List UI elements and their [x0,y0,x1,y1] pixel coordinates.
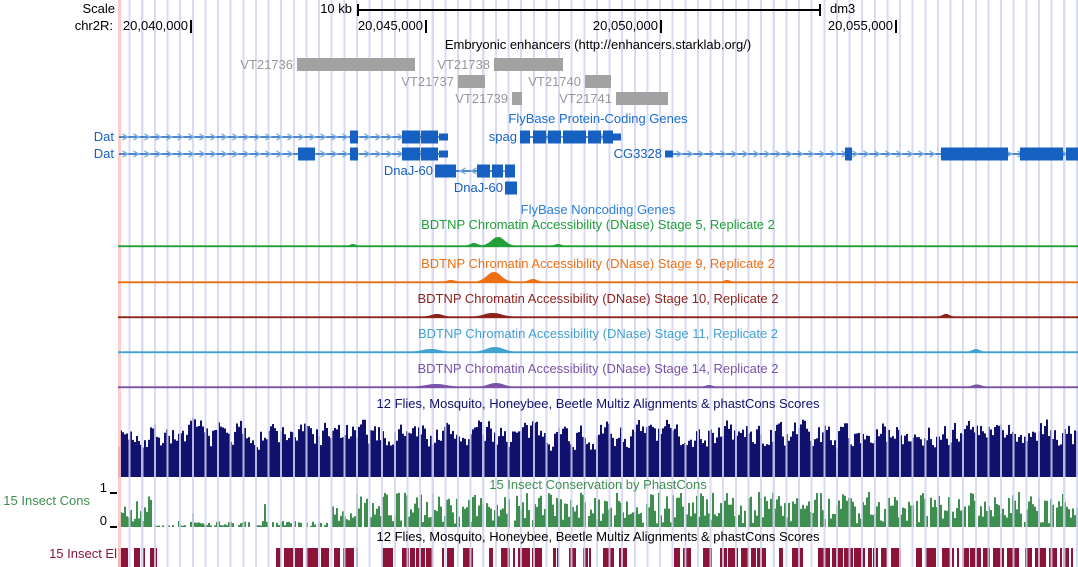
chromosome-label: chr2R: [74,18,113,33]
bdtnp-signal-stage-0[interactable] [118,234,1078,250]
bdtnp-signal-stage-1[interactable] [118,270,1078,286]
coordinate-tick [660,20,662,33]
track-title-phastcons: 15 Insect Conservation by PhastCons [489,477,707,492]
bdtnp-title-stage-3: BDTNP Chromatin Accessibility (DNase) St… [417,326,779,341]
bdtnp-title-stage-1: BDTNP Chromatin Accessibility (DNase) St… [421,256,775,271]
bdtnp-signal-stage-4[interactable] [118,375,1078,391]
enhancer-box-VT21737[interactable] [458,75,485,88]
coordinate-label: 20,040,000 [122,18,188,33]
enhancer-box-VT21738[interactable] [494,58,563,71]
scale-label: Scale [82,1,115,16]
coordinate-label: 20,055,000 [827,18,893,33]
enhancer-box-VT21741[interactable] [616,92,668,105]
scale-bar-right-tick [819,4,821,16]
gene-label-Dat[interactable]: Dat [93,129,114,144]
track-title-multiz-top: 12 Flies, Mosquito, Honeybee, Beetle Mul… [376,396,820,411]
bdtnp-title-stage-2: BDTNP Chromatin Accessibility (DNase) St… [417,291,779,306]
gene-structures[interactable] [118,128,1078,200]
scale-value-label: 10 kb [320,1,352,16]
track-title-flybase-coding: FlyBase Protein-Coding Genes [508,111,688,126]
gene-label-CG3328[interactable]: CG3328 [613,146,662,161]
enhancer-label: VT21736 [240,57,293,72]
enhancer-label: VT21739 [455,91,508,106]
scale-bar [357,9,821,11]
phastcons-axis-min: 0 [99,513,107,528]
coordinate-label: 20,050,000 [592,18,658,33]
enhancer-box-VT21740[interactable] [585,75,611,88]
enhancer-box-VT21739[interactable] [512,92,522,105]
bdtnp-signal-stage-2[interactable] [118,305,1078,321]
gene-label-spag[interactable]: spag [488,129,517,144]
phastcons-histogram-track[interactable] [118,492,1078,527]
track-title-flybase-noncoding: FlyBase Noncoding Genes [520,202,676,217]
enhancer-label: VT21740 [528,74,581,89]
coordinate-tick [190,20,192,33]
enhancer-label: VT21738 [437,57,490,72]
phastcons-left-label: 15 Insect Cons [3,493,90,508]
bdtnp-title-stage-4: BDTNP Chromatin Accessibility (DNase) St… [417,361,779,376]
gene-label-DnaJ-60[interactable]: DnaJ-60 [383,163,433,178]
track-title-embryonic-enhancers: Embryonic enhancers (http://enhancers.st… [444,37,752,52]
scale-bar-left-tick [357,4,359,16]
phastcons-axis-min-tick [110,526,117,528]
insect-elements-left-label: 15 Insect El [49,546,117,561]
bdtnp-signal-stage-3[interactable] [118,340,1078,356]
insect-elements-track[interactable] [118,548,1078,567]
assembly-label: dm3 [830,1,856,16]
coordinate-label: 20,045,000 [357,18,423,33]
enhancer-label: VT21741 [559,91,612,106]
enhancer-box-VT21736[interactable] [297,58,415,71]
track-title-multiz-bottom: 12 Flies, Mosquito, Honeybee, Beetle Mul… [376,529,820,544]
gene-label-Dat[interactable]: Dat [93,146,114,161]
coordinate-tick [895,20,897,33]
enhancer-label: VT21737 [401,74,454,89]
phastcons-axis-max: 1 [99,480,107,495]
multiz-density-track[interactable] [118,413,1078,477]
bdtnp-title-stage-0: BDTNP Chromatin Accessibility (DNase) St… [421,217,775,232]
coordinate-tick [425,20,427,33]
gene-label-DnaJ-60[interactable]: DnaJ-60 [453,180,503,195]
phastcons-axis-max-tick [110,492,117,494]
